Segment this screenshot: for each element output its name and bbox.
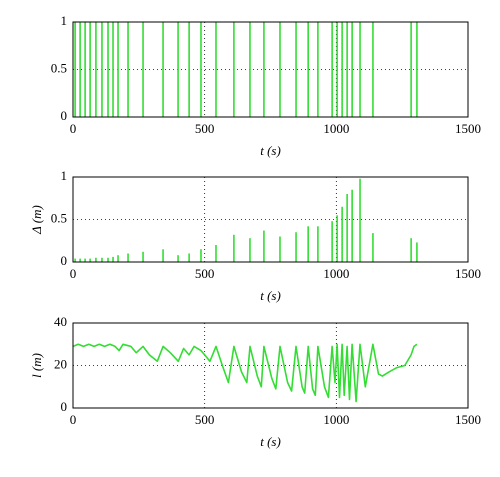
y-tick-label: 0 [61, 108, 68, 123]
y-axis-label: l (m) [29, 353, 44, 378]
x-tick-label: 1500 [455, 412, 481, 427]
x-tick-label: 1000 [323, 266, 349, 281]
x-tick-label: 0 [70, 121, 77, 136]
x-tick-label: 0 [70, 412, 77, 427]
line [72, 343, 418, 403]
x-axis-label: t (s) [260, 288, 281, 303]
y-tick-label: 0 [61, 253, 68, 268]
plot-frame [72, 176, 469, 263]
y-tick-label: 1 [61, 13, 68, 28]
x-axis-label: t (s) [260, 143, 281, 158]
x-tick-label: 1000 [323, 121, 349, 136]
y-tick-label: 20 [54, 356, 67, 371]
x-tick-label: 500 [195, 121, 215, 136]
x-tick-label: 0 [70, 266, 77, 281]
plot-frame [72, 21, 469, 118]
y-tick-label: 0.5 [51, 60, 67, 75]
y-axis-label: Δ (m) [29, 205, 44, 235]
x-tick-label: 1500 [455, 266, 481, 281]
y-tick-label: 0.5 [51, 210, 67, 225]
x-tick-label: 1500 [455, 121, 481, 136]
x-tick-label: 500 [195, 266, 215, 281]
y-tick-label: 0 [61, 399, 68, 414]
y-tick-label: 40 [54, 314, 67, 329]
plot-frame [72, 322, 469, 409]
x-tick-label: 500 [195, 412, 215, 427]
y-tick-label: 1 [61, 168, 68, 183]
x-axis-label: t (s) [260, 434, 281, 449]
x-tick-label: 1000 [323, 412, 349, 427]
